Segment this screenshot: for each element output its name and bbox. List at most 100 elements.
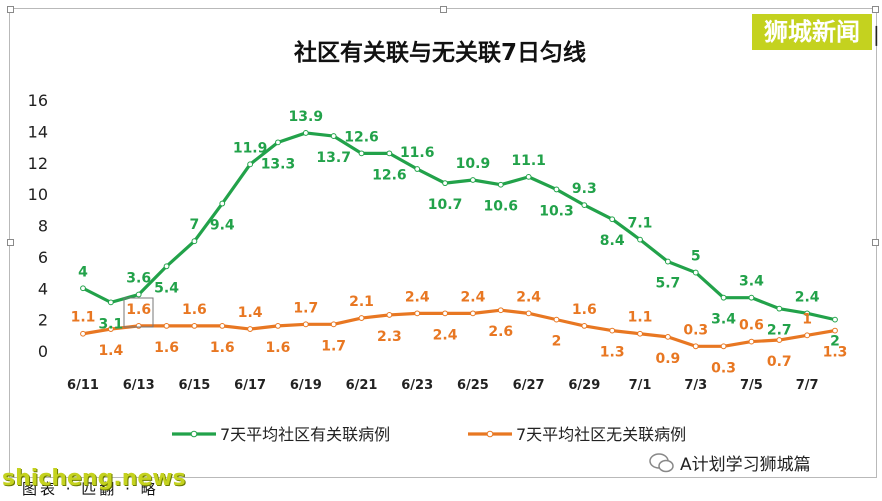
data-label: 3.1 [98, 316, 123, 332]
cursor-glyph: ❘ [868, 22, 882, 46]
data-point [80, 285, 86, 292]
data-label: 1 [802, 311, 812, 327]
data-point [275, 323, 281, 329]
resize-handle-top[interactable] [440, 6, 447, 13]
data-point [776, 337, 783, 343]
data-label: 0.6 [739, 318, 764, 334]
data-point [358, 315, 365, 321]
data-label: 2 [552, 334, 562, 350]
y-tick-label: 6 [38, 248, 48, 267]
data-point [832, 316, 838, 323]
data-label: 2.4 [433, 327, 458, 343]
data-label: 13.9 [289, 109, 324, 125]
news-logo-watermark: 狮城新闻 [752, 14, 872, 50]
wechat-tag: A计划学习狮城篇 [648, 450, 811, 475]
data-label: 1.6 [154, 340, 179, 356]
data-point [748, 294, 755, 301]
data-point [219, 323, 226, 329]
resize-handle-left[interactable] [7, 239, 14, 246]
data-label: 1.6 [182, 302, 207, 318]
chart-title: 社区有关联与无关联7日匀线 [294, 39, 586, 66]
data-label: 10.7 [428, 197, 463, 213]
data-label: 10.9 [456, 156, 491, 172]
data-point [720, 343, 727, 350]
y-tick-label: 14 [28, 122, 48, 141]
wechat-icon [649, 452, 674, 472]
data-label: 1.7 [321, 338, 346, 354]
data-label: 2.1 [349, 294, 374, 310]
data-label: 1.3 [600, 345, 625, 361]
x-tick-label: 6/29 [568, 378, 600, 393]
data-point [135, 291, 142, 298]
x-tick-label: 7/3 [684, 378, 707, 393]
data-label: 0.9 [655, 351, 680, 367]
data-point [637, 330, 643, 337]
data-label: 12.6 [344, 129, 379, 145]
data-point [664, 333, 671, 340]
legend-label: 7天平均社区有关联病例 [220, 425, 390, 444]
data-point [470, 310, 476, 317]
data-point [247, 161, 254, 168]
data-label: 3.4 [739, 274, 764, 290]
data-point [442, 310, 448, 317]
data-label: 2.7 [767, 323, 792, 339]
data-point [497, 181, 504, 188]
x-tick-label: 6/17 [234, 378, 266, 393]
data-point [414, 166, 421, 172]
data-point [107, 299, 114, 306]
data-label: 1.4 [238, 305, 263, 321]
data-point [191, 238, 198, 245]
data-label: 2.4 [516, 289, 541, 305]
data-label: 1.7 [293, 300, 318, 316]
data-point [776, 305, 783, 312]
data-point [470, 177, 476, 183]
resize-handle-right[interactable] [872, 239, 879, 246]
y-tick-label: 12 [28, 154, 48, 173]
data-label: 9.4 [210, 218, 235, 234]
x-tick-label: 6/19 [290, 378, 322, 393]
y-tick-label: 8 [38, 217, 48, 236]
data-label: 1.6 [572, 302, 597, 318]
data-label: 2 [830, 334, 840, 350]
data-label: 10.3 [539, 203, 574, 219]
x-tick-label: 6/23 [401, 378, 433, 393]
data-label: 11.9 [233, 140, 268, 156]
data-label: 8.4 [600, 233, 625, 249]
selected-point-box[interactable] [123, 297, 154, 328]
data-point [804, 332, 811, 339]
data-point [107, 326, 114, 332]
data-point [637, 236, 643, 243]
resize-handle-top-right[interactable] [872, 6, 879, 13]
data-label: 11.1 [511, 153, 546, 169]
data-point [442, 180, 448, 187]
data-label: 0.7 [767, 354, 792, 370]
data-point [330, 321, 337, 328]
data-label: 1.6 [210, 340, 235, 356]
data-label: 5.7 [655, 276, 680, 292]
data-label: 2.3 [377, 329, 402, 345]
legend-label: 7天平均社区无关联病例 [516, 425, 686, 444]
x-tick-label: 6/27 [513, 378, 545, 393]
data-label: 1.1 [71, 310, 96, 326]
y-tick-label: 16 [28, 91, 48, 110]
x-tick-label: 7/7 [796, 378, 819, 393]
chart-frame[interactable] [7, 6, 879, 478]
resize-handle-top-left[interactable] [7, 6, 14, 13]
data-label: 0.3 [711, 360, 736, 376]
bottom-menu[interactable]: 图表 · 匹翻 · 略 [22, 480, 159, 498]
data-label: 13.7 [316, 150, 351, 166]
wechat-account-name: A计划学习狮城篇 [680, 455, 811, 475]
data-label: 7.1 [628, 216, 653, 232]
data-point [219, 200, 226, 207]
y-tick-label: 10 [28, 185, 48, 204]
x-tick-label: 7/1 [629, 378, 652, 393]
data-label: 12.6 [372, 167, 407, 183]
data-point [664, 258, 671, 265]
data-point [525, 310, 532, 317]
data-point [247, 326, 254, 332]
data-point [330, 133, 337, 139]
data-point [302, 321, 309, 328]
site-watermark: shicheng.news [2, 466, 186, 491]
data-point [832, 327, 838, 334]
data-label: 2.4 [461, 289, 486, 305]
